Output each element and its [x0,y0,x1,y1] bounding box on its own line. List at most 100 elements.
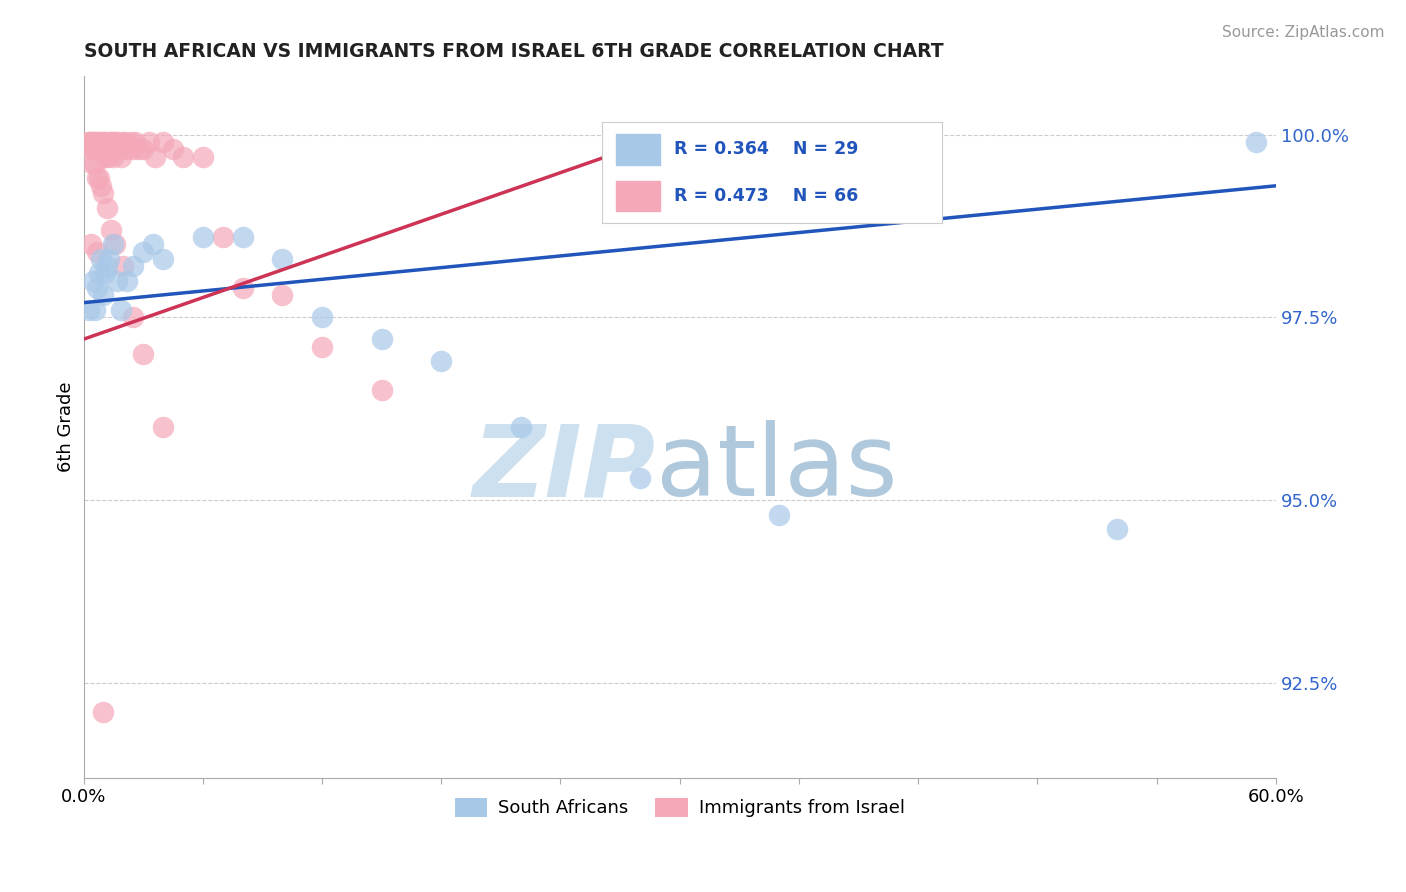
Point [90,135,112,149]
Point [152,135,174,149]
Point [108,142,131,156]
Point [96,259,118,273]
Point [100,222,122,236]
Point [98,252,121,266]
Point [82,274,104,288]
Point [768,508,790,522]
Point [94,135,117,149]
Point [142,237,165,252]
Point [84,303,107,318]
Point [271,288,294,302]
Point [98,142,121,156]
Point [90,252,112,266]
Point [110,303,132,318]
Point [311,310,333,325]
Point [231,281,253,295]
Point [80,142,103,156]
Point [370,384,392,398]
Point [1244,135,1267,149]
Point [94,267,117,281]
Point [172,150,194,164]
Point [82,142,104,156]
Point [82,135,104,149]
Point [430,354,453,368]
Point [124,135,146,149]
Point [79,135,101,149]
Point [132,347,155,361]
Point [105,135,128,149]
Point [110,150,132,164]
Point [104,142,127,156]
Point [94,150,117,164]
Point [100,142,122,156]
Point [103,237,125,252]
Point [90,178,112,193]
Point [96,201,118,215]
Point [122,310,145,325]
Point [128,142,150,156]
Point [80,237,103,252]
Point [89,142,111,156]
Point [509,420,531,434]
Point [162,142,184,156]
Point [138,135,160,149]
Point [89,171,111,186]
Point [191,230,214,244]
Point [93,142,115,156]
Text: SOUTH AFRICAN VS IMMIGRANTS FROM ISRAEL 6TH GRADE CORRELATION CHART: SOUTH AFRICAN VS IMMIGRANTS FROM ISRAEL … [83,42,943,61]
Point [86,281,108,295]
Point [152,252,174,266]
Point [86,171,108,186]
Point [93,135,115,149]
Point [132,142,155,156]
Point [86,135,108,149]
Point [112,135,135,149]
Point [231,230,253,244]
Point [86,244,108,259]
Legend: South Africans, Immigrants from Israel: South Africans, Immigrants from Israel [447,790,912,824]
Point [104,237,127,252]
Point [89,267,111,281]
Point [271,252,294,266]
Point [100,135,122,149]
Point [311,339,333,353]
Point [103,135,125,149]
Point [143,150,166,164]
Point [84,142,107,156]
Y-axis label: 6th Grade: 6th Grade [58,382,75,472]
Point [84,135,107,149]
Point [122,142,145,156]
Point [115,274,138,288]
Point [89,135,111,149]
Point [1105,522,1128,536]
Point [82,157,104,171]
Point [104,135,127,149]
Point [93,288,115,302]
Point [79,135,101,149]
Point [132,244,155,259]
Text: Source: ZipAtlas.com: Source: ZipAtlas.com [1222,25,1385,40]
Point [191,150,214,164]
Point [84,157,107,171]
Point [93,186,115,200]
Point [98,135,121,149]
Point [152,420,174,434]
Point [90,142,112,156]
Point [79,303,101,318]
Point [103,150,125,164]
Point [93,705,115,719]
Point [114,135,136,149]
Point [96,142,118,156]
Point [105,274,128,288]
Text: atlas: atlas [655,420,897,517]
Point [628,471,651,485]
Point [211,230,233,244]
Point [96,150,118,164]
Text: ZIP: ZIP [472,420,655,517]
Point [122,259,145,273]
Point [112,259,135,273]
Point [80,135,103,149]
Point [370,332,392,346]
Point [86,142,108,156]
Point [120,135,142,149]
